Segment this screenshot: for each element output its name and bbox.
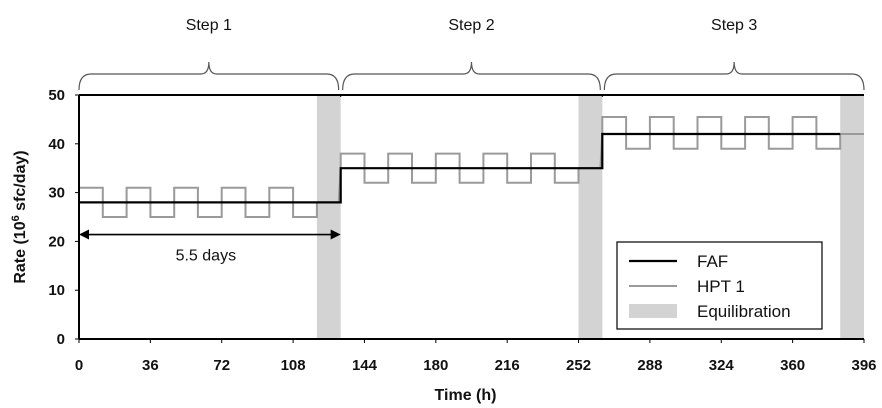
arrow-head-right [330, 229, 341, 240]
x-tick-label: 0 [75, 357, 83, 374]
equilibration-bands [316, 95, 864, 339]
axis-titles: Time (h) Rate (106 sfc/day) [10, 150, 496, 404]
series-hpt1-line [79, 116, 864, 218]
step-brace-1 [78, 61, 340, 91]
y-tick-label: 30 [48, 185, 65, 202]
step-brace-2 [342, 61, 601, 91]
equilibration-band-2 [578, 95, 603, 339]
series-faf-line [79, 132, 841, 204]
annotations: 5.5 days [79, 229, 341, 265]
legend-swatch-equilibration [629, 304, 677, 318]
y-tick-label: 20 [48, 233, 65, 250]
step-brace-3 [603, 61, 865, 91]
step-braces: Step 1 Step 2 Step 3 [78, 17, 865, 91]
x-tick-label: 252 [566, 357, 591, 374]
equilibration-band-1 [316, 95, 341, 339]
legend: FAF HPT 1 Equilibration [616, 241, 823, 330]
x-axis-title: Time (h) [435, 387, 497, 404]
y-tick-label: 0 [57, 331, 65, 348]
legend-label: HPT 1 [697, 277, 745, 296]
step-label-3: Step 3 [711, 17, 757, 34]
y-tick-label: 10 [48, 282, 65, 299]
axes: 0 10 20 30 40 50 0 36 72 108 144 180 216 252 288 324 360… [48, 87, 876, 374]
x-tick-label: 360 [780, 357, 805, 374]
x-tick-label: 324 [709, 357, 735, 374]
x-tick-label: 36 [142, 357, 159, 374]
y-tick-label: 50 [48, 87, 65, 104]
step-label-2: Step 2 [448, 17, 494, 34]
y-axis-title: Rate (106 sfc/day) [10, 150, 29, 283]
y-tick-label: 40 [48, 136, 65, 153]
duration-annotation: 5.5 days [176, 248, 236, 265]
x-tick-label: 180 [423, 357, 448, 374]
equilibration-band-3 [840, 95, 864, 339]
series-lines [79, 116, 864, 218]
x-tick-label: 216 [495, 357, 520, 374]
x-tick-label: 144 [352, 357, 378, 374]
legend-label: Equilibration [697, 302, 791, 321]
x-tick-label: 72 [213, 357, 230, 374]
step-label-1: Step 1 [186, 17, 232, 34]
arrow-head-left [79, 229, 89, 240]
x-tick-label: 396 [851, 357, 876, 374]
x-tick-label: 108 [281, 357, 306, 374]
x-tick-label: 288 [637, 357, 662, 374]
legend-label: FAF [697, 252, 728, 271]
